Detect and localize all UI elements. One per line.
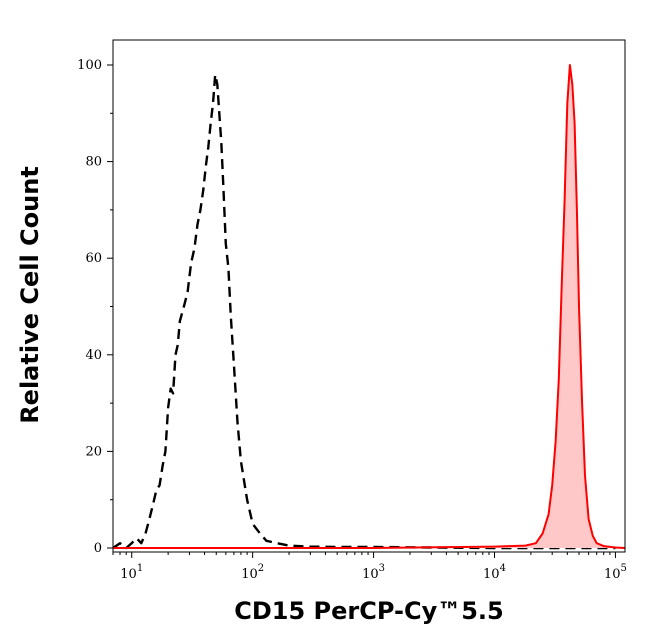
series-0-line [112, 73, 616, 550]
x-axis-title: CD15 PerCP-Cy™5.5 [234, 597, 504, 625]
series-1-fill [113, 65, 625, 548]
y-tick-label: 0 [94, 541, 102, 556]
y-axis-title: Relative Cell Count [16, 166, 44, 424]
x-tick-label: 103 [362, 563, 385, 582]
y-tick-label: 80 [85, 155, 102, 170]
axes: 020406080100101102103104105106 [77, 39, 627, 582]
y-tick-label: 100 [77, 58, 102, 73]
plot-frame [112, 39, 626, 553]
x-tick-label: 101 [120, 563, 143, 582]
x-tick-label: 104 [483, 563, 506, 582]
x-tick-label: 105 [604, 563, 627, 582]
y-tick-label: 40 [85, 348, 102, 363]
x-tick-label: 102 [241, 563, 264, 582]
plot-area [112, 64, 626, 550]
y-tick-label: 60 [85, 251, 102, 266]
series-1-line [113, 64, 626, 549]
y-tick-label: 20 [85, 444, 102, 459]
